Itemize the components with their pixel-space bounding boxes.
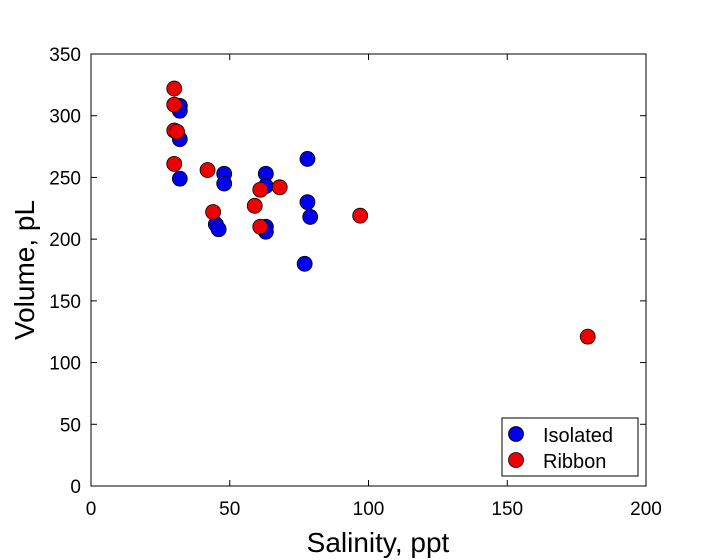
data-point-ribbon (200, 163, 215, 178)
data-point-isolated (297, 256, 312, 271)
data-point-ribbon (167, 81, 182, 96)
data-point-ribbon (167, 156, 182, 171)
data-point-ribbon (253, 219, 268, 234)
data-point-ribbon (206, 204, 221, 219)
data-point-isolated (211, 222, 226, 237)
data-point-isolated (303, 209, 318, 224)
x-tick-label: 50 (219, 499, 240, 520)
legend: Isolated Ribbon (502, 418, 638, 476)
legend-label-ribbon: Ribbon (543, 451, 606, 473)
data-point-ribbon (170, 124, 185, 139)
y-tick-label: 200 (49, 230, 81, 251)
x-tick-label: 150 (491, 499, 523, 520)
y-tick-label: 50 (60, 415, 81, 436)
data-point-ribbon (353, 208, 368, 223)
y-tick-label: 250 (49, 168, 81, 189)
data-point-ribbon (167, 97, 182, 112)
data-point-ribbon (272, 180, 287, 195)
y-tick-label: 100 (49, 354, 81, 375)
data-point-isolated (217, 176, 232, 191)
data-point-ribbon (580, 329, 595, 344)
data-points (167, 81, 595, 344)
x-tick-label: 100 (353, 499, 385, 520)
data-point-isolated (300, 151, 315, 166)
y-tick-label: 300 (49, 107, 81, 128)
x-tick-label: 0 (86, 499, 97, 520)
y-axis-label: Volume, pL (9, 200, 40, 340)
y-tick-label: 0 (70, 477, 81, 498)
legend-label-isolated: Isolated (543, 425, 613, 447)
y-tick-label: 150 (49, 292, 81, 313)
data-point-isolated (172, 171, 187, 186)
data-point-ribbon (253, 182, 268, 197)
legend-marker-isolated (509, 427, 524, 442)
x-tick-label: 200 (630, 499, 662, 520)
data-point-isolated (300, 195, 315, 210)
y-tick-label: 350 (49, 45, 81, 66)
legend-marker-ribbon (509, 453, 524, 468)
data-point-ribbon (247, 198, 262, 213)
x-axis-label: Salinity, ppt (307, 527, 450, 558)
